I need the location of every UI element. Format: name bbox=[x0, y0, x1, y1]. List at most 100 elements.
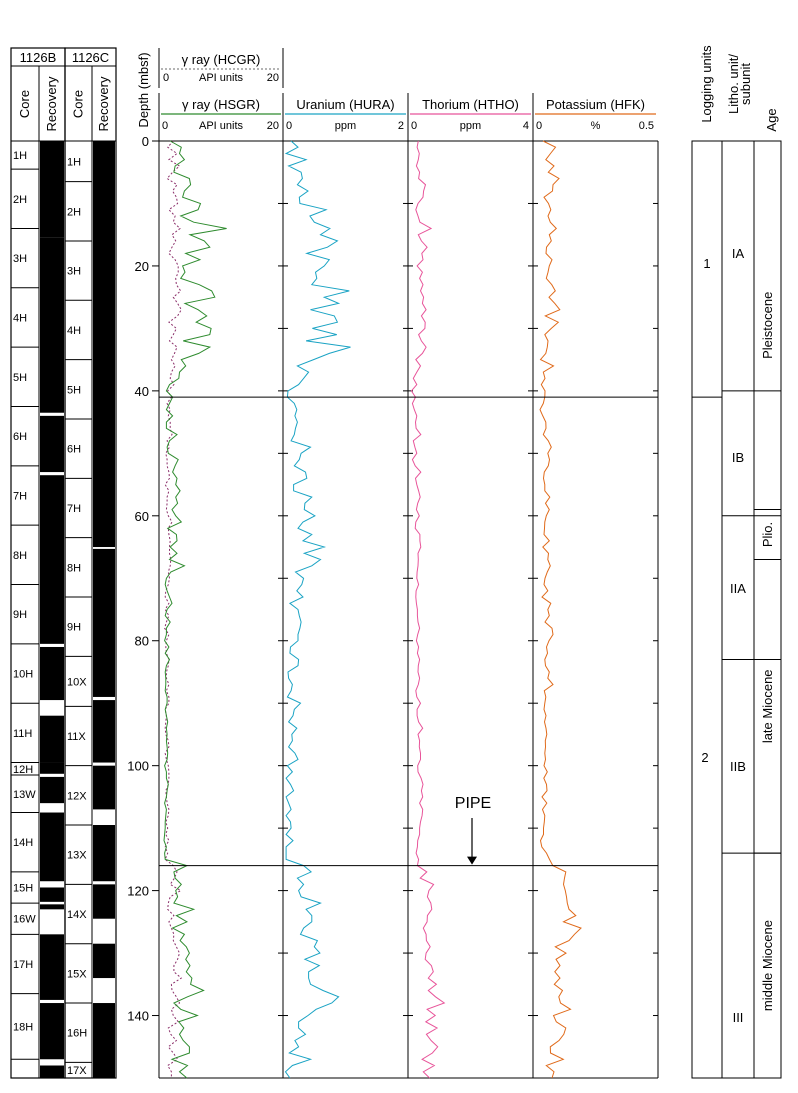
logging-units-header: Logging units bbox=[699, 45, 714, 123]
recovery-block bbox=[93, 943, 115, 979]
litho-unit-label: III bbox=[733, 1010, 744, 1025]
logging-unit-label: 2 bbox=[701, 750, 708, 765]
track-min: 0 bbox=[536, 120, 542, 132]
recovery-block bbox=[93, 548, 115, 697]
track-title: Uranium (HURA) bbox=[296, 97, 394, 112]
track-max: 0.5 bbox=[639, 120, 654, 132]
recovery-block bbox=[40, 1065, 64, 1078]
core-label: 10H bbox=[13, 669, 33, 681]
core-label: 3H bbox=[67, 266, 81, 278]
recovery-block bbox=[40, 415, 64, 473]
hcgr-unit: API units bbox=[199, 72, 244, 84]
depth-tick-label: 120 bbox=[127, 884, 149, 899]
core-recovery-columns: 1126B Core Recovery 1H 2H 3H 4H 5H 6H 7H 8H 9H 10H 11… bbox=[10, 47, 117, 1079]
units-frame bbox=[691, 140, 782, 1079]
recovery-block bbox=[93, 141, 115, 548]
depth-tick-label: 60 bbox=[135, 509, 149, 524]
recovery-block bbox=[40, 646, 64, 701]
core-label: 12X bbox=[67, 790, 87, 802]
recovery-block bbox=[40, 475, 64, 644]
depth-tick-label: 100 bbox=[127, 759, 149, 774]
unit-columns: Logging units Litho. unit/subunit Age 1 2 IA I… bbox=[691, 45, 782, 1079]
hole-b-name: 1126B bbox=[20, 50, 57, 65]
recovery-block bbox=[40, 141, 64, 238]
core-label: 4H bbox=[13, 312, 27, 324]
depth-axis-label: Depth (mbsf) bbox=[136, 52, 151, 127]
track-title: γ ray (HSGR) bbox=[182, 97, 260, 112]
core-label: 11X bbox=[67, 731, 86, 743]
hole-b-core-header: Core bbox=[17, 90, 32, 118]
series-line-0 bbox=[164, 140, 183, 1078]
core-label: 1H bbox=[67, 156, 81, 168]
core-label: 16W bbox=[13, 914, 36, 926]
age-label: middle Miocene bbox=[760, 920, 775, 1011]
track-unit: ppm bbox=[460, 120, 481, 132]
core-label: 8H bbox=[13, 550, 27, 562]
recovery-block bbox=[40, 237, 64, 413]
hole-c-name: 1126C bbox=[72, 50, 109, 65]
depth-axis: 0 20 40 60 80 100 120 140 bbox=[127, 134, 159, 1024]
recovery-block bbox=[40, 776, 64, 804]
track-max: 4 bbox=[523, 120, 529, 132]
hole-b-recovery-header: Recovery bbox=[44, 76, 59, 131]
depth-tick-label: 40 bbox=[135, 384, 149, 399]
core-label: 18H bbox=[13, 1021, 33, 1033]
litho-header-line1: Litho. unit/ bbox=[726, 54, 741, 114]
core-label: 5H bbox=[13, 372, 27, 384]
litho-unit-label: IA bbox=[732, 246, 745, 261]
age-label: late Miocene bbox=[760, 669, 775, 743]
series-line-3 bbox=[410, 140, 446, 1079]
track-unit: % bbox=[591, 120, 601, 132]
age-header: Age bbox=[764, 108, 779, 131]
logging-unit-label: 1 bbox=[703, 256, 710, 271]
recovery-block bbox=[93, 1003, 115, 1078]
recovery-block bbox=[40, 812, 64, 882]
recovery-block bbox=[40, 762, 64, 774]
recovery-block bbox=[40, 887, 64, 902]
recovery-block bbox=[93, 765, 115, 810]
depth-tick-label: 140 bbox=[127, 1009, 149, 1024]
recovery-block bbox=[40, 715, 64, 763]
core-label: 17H bbox=[13, 959, 33, 971]
core-label: 7H bbox=[13, 490, 27, 502]
core-label: 2H bbox=[13, 194, 27, 206]
age-label: Pleistocene bbox=[760, 292, 775, 359]
track-title: Potassium (HFK) bbox=[546, 97, 645, 112]
core-label: 8H bbox=[67, 562, 81, 574]
track-min: 0 bbox=[162, 120, 168, 132]
core-label: 16H bbox=[67, 1028, 87, 1040]
series-line-4 bbox=[539, 140, 582, 1079]
hole-c-core-header: Core bbox=[71, 90, 86, 118]
core-label: 15X bbox=[67, 968, 87, 980]
core-label: 5H bbox=[67, 384, 81, 396]
core-label: 6H bbox=[67, 444, 81, 456]
pipe-arrow-head bbox=[467, 856, 477, 865]
core-label: 17X bbox=[67, 1065, 87, 1077]
recovery-block bbox=[40, 934, 64, 1000]
core-label: 9H bbox=[67, 622, 81, 634]
track-title: Thorium (HTHO) bbox=[422, 97, 519, 112]
recovery-block bbox=[93, 700, 115, 763]
core-label: 4H bbox=[67, 325, 81, 337]
hole-c-frame bbox=[64, 47, 117, 1079]
series-line-2 bbox=[284, 140, 351, 1079]
track-unit: API units bbox=[199, 120, 244, 132]
depth-tick-label: 20 bbox=[135, 259, 149, 274]
core-label: 15H bbox=[13, 882, 33, 894]
core-label: 7H bbox=[67, 503, 81, 515]
core-label: 2H bbox=[67, 206, 81, 218]
track-max: 20 bbox=[267, 120, 279, 132]
age-label: Plio. bbox=[760, 522, 775, 547]
pipe-annotation: PIPE bbox=[455, 795, 491, 865]
core-label: 3H bbox=[13, 253, 27, 265]
litho-unit-label: IB bbox=[732, 450, 744, 465]
core-label: 6H bbox=[13, 431, 27, 443]
core-label: 13X bbox=[67, 850, 87, 862]
pipe-label: PIPE bbox=[455, 795, 491, 812]
track-min: 0 bbox=[286, 120, 292, 132]
core-label: 11H bbox=[13, 728, 32, 740]
recovery-block bbox=[93, 825, 115, 882]
core-label: 1H bbox=[13, 150, 27, 162]
track-min: 0 bbox=[411, 120, 417, 132]
